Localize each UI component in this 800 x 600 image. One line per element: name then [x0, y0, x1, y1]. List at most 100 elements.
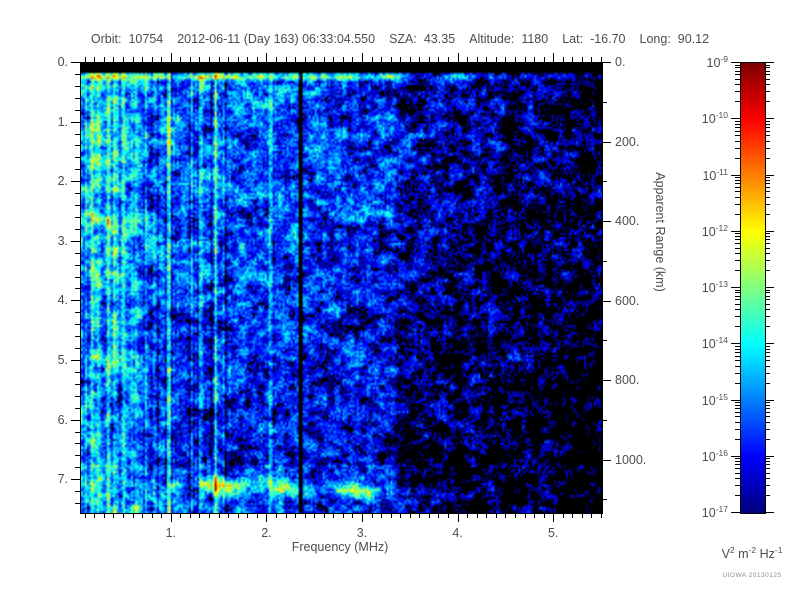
colorbar-minor-tick-left [735, 366, 740, 367]
colorbar-minor-tick-left [735, 495, 740, 496]
y-axis-right-minor-tick [602, 102, 607, 103]
orbit-label: Orbit: [90, 32, 122, 46]
x-axis-minor-tick-top [400, 57, 401, 62]
y-axis-left-tick-label: 7. [57, 472, 68, 487]
colorbar-minor-tick-right [765, 439, 770, 440]
y-axis-left-major-tick [71, 360, 80, 361]
colorbar-minor-tick-left [735, 383, 740, 384]
y-axis-left-minor-tick [75, 253, 80, 254]
colorbar-minor-tick-left [735, 412, 740, 413]
y-axis-left-tick-label: 1. [57, 114, 68, 129]
y-axis-left-minor-tick [75, 372, 80, 373]
colorbar-minor-tick-left [735, 158, 740, 159]
x-axis-minor-tick [113, 513, 114, 518]
x-axis-minor-tick-top [152, 57, 153, 62]
x-axis-tick-label: 1. [165, 526, 177, 540]
colorbar-minor-tick-left [735, 296, 740, 297]
colorbar-minor-tick-left [735, 101, 740, 102]
colorbar-minor-tick-left [735, 148, 740, 149]
x-axis-minor-tick-top [113, 57, 114, 62]
colorbar-minor-tick-left [735, 91, 740, 92]
y-axis-left-minor-tick [75, 110, 80, 111]
colorbar-minor-tick-left [735, 65, 740, 66]
colorbar-minor-tick-left [735, 458, 740, 459]
y-axis-left-minor-tick [75, 312, 80, 313]
cbar-unit-m: m [734, 547, 749, 562]
x-axis-minor-tick [486, 513, 487, 518]
colorbar-minor-tick-right [765, 121, 770, 122]
colorbar-minor-tick-left [735, 464, 740, 465]
y-axis-left-minor-tick [75, 324, 80, 325]
x-axis-minor-tick-top [601, 57, 602, 62]
colorbar-minor-tick-left [735, 349, 740, 350]
y-axis-left-minor-tick [75, 277, 80, 278]
colorbar-major-tick-left [731, 400, 740, 401]
x-axis-minor-tick-top [276, 57, 277, 62]
colorbar-minor-tick-right [765, 360, 770, 361]
colorbar-tick-label: 10-14 [701, 335, 728, 352]
colorbar-minor-tick-left [735, 346, 740, 347]
y-axis-right-major-tick [602, 380, 611, 381]
x-axis-minor-tick-top [544, 57, 545, 62]
colorbar-minor-tick-left [735, 326, 740, 327]
y-axis-right-tick-label: 1000. [615, 452, 647, 467]
x-axis-minor-tick [429, 513, 430, 518]
colorbar-minor-tick-right [765, 101, 770, 102]
colorbar-minor-tick-right [765, 458, 770, 459]
x-axis-tick-label: 3. [356, 526, 368, 540]
x-axis-minor-tick [534, 513, 535, 518]
colorbar-minor-tick-left [735, 253, 740, 254]
x-axis-minor-tick [505, 513, 506, 518]
x-axis-minor-tick [563, 513, 564, 518]
colorbar-minor-tick-right [765, 236, 770, 237]
x-axis-minor-tick [161, 513, 162, 518]
y-axis-left-minor-tick [75, 455, 80, 456]
colorbar-minor-tick-left [735, 461, 740, 462]
colorbar-minor-tick-right [765, 260, 770, 261]
x-axis-minor-tick [544, 513, 545, 518]
y-axis-right-tick-label: 800. [615, 373, 640, 388]
x-axis-minor-tick-top [123, 57, 124, 62]
colorbar-minor-tick-left [735, 478, 740, 479]
colorbar-minor-tick-right [765, 204, 770, 205]
cbar-unit-exp3: -1 [774, 545, 783, 555]
colorbar-minor-tick-right [765, 402, 770, 403]
x-axis-minor-tick-top [486, 57, 487, 62]
y-axis-left-major-tick [71, 181, 80, 182]
colorbar-minor-tick-right [765, 71, 770, 72]
x-axis-minor-tick [142, 513, 143, 518]
x-axis-minor-tick [515, 513, 516, 518]
y-axis-left-minor-tick [75, 288, 80, 289]
y-axis-right-title: Apparent Range (km) [653, 172, 667, 292]
x-axis-minor-tick [276, 513, 277, 518]
colorbar-tick-label: 10-17 [701, 504, 728, 521]
x-axis-minor-tick [219, 513, 220, 518]
colorbar-minor-tick-right [765, 478, 770, 479]
longitude-label: Long: [639, 32, 671, 46]
x-axis-minor-tick-top [563, 57, 564, 62]
colorbar-minor-tick-left [735, 127, 740, 128]
colorbar-minor-tick-right [765, 429, 770, 430]
y-axis-right-minor-tick [602, 340, 607, 341]
x-axis-minor-tick-top [286, 57, 287, 62]
sza-value: 43.35 [423, 32, 456, 46]
colorbar-minor-tick-left [735, 236, 740, 237]
colorbar-minor-tick-left [735, 316, 740, 317]
colorbar-minor-tick-left [735, 360, 740, 361]
y-axis-left-minor-tick [75, 217, 80, 218]
colorbar-minor-tick-right [765, 177, 770, 178]
x-axis-tick-label: 5. [547, 526, 559, 540]
y-axis-left-minor-tick [75, 503, 80, 504]
y-axis-right-major-tick [602, 142, 611, 143]
y-axis-left-tick-label: 2. [57, 174, 68, 189]
y-axis-left-major-tick [71, 479, 80, 480]
x-axis-minor-tick [247, 513, 248, 518]
colorbar-minor-tick-left [735, 124, 740, 125]
y-axis-left-major-tick [71, 420, 80, 421]
colorbar-tick-label: 10-11 [702, 166, 728, 183]
x-axis-minor-tick-top [429, 57, 430, 62]
colorbar-gradient [741, 63, 765, 513]
colorbar-minor-tick-left [735, 248, 740, 249]
colorbar-minor-tick-left [735, 239, 740, 240]
x-axis-minor-tick [477, 513, 478, 518]
